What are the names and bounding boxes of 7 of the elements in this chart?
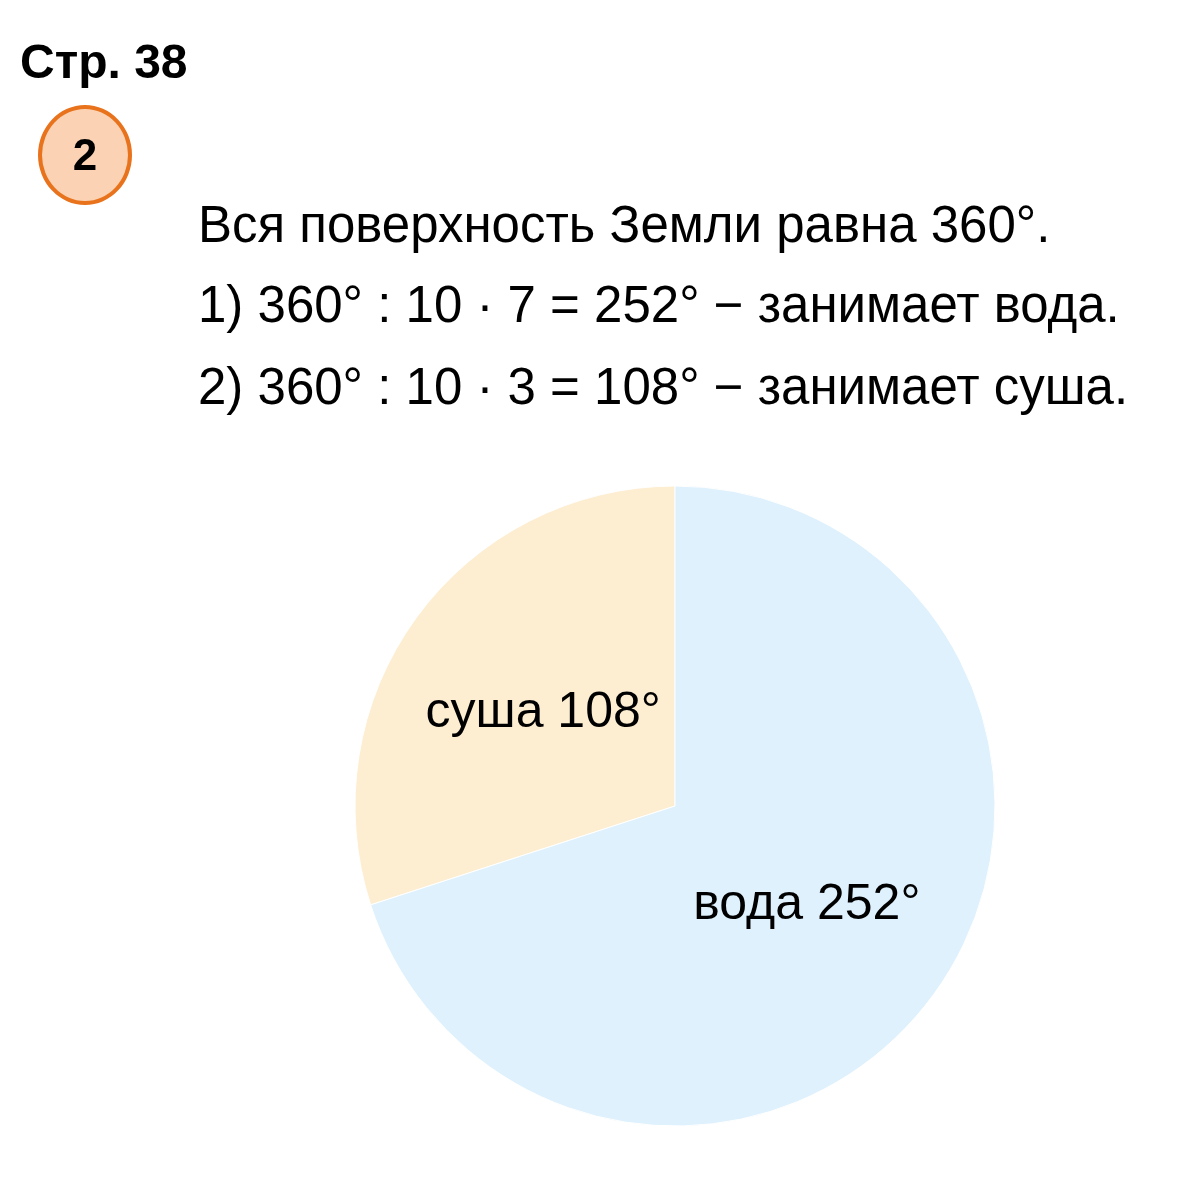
text: 2) 360° : 10 · 3 = 108° − занимает суша.	[198, 358, 1129, 416]
chart-title: Стр. 38	[20, 34, 188, 90]
text: Вся поверхность Земли равна 360°.	[198, 196, 1051, 254]
circle-badge: 2	[38, 105, 132, 205]
slice-label: суша 108°	[425, 682, 661, 739]
text: 1) 360° : 10 · 7 = 252° − занимает вода.	[198, 276, 1120, 334]
slice-label: вода 252°	[693, 873, 921, 930]
